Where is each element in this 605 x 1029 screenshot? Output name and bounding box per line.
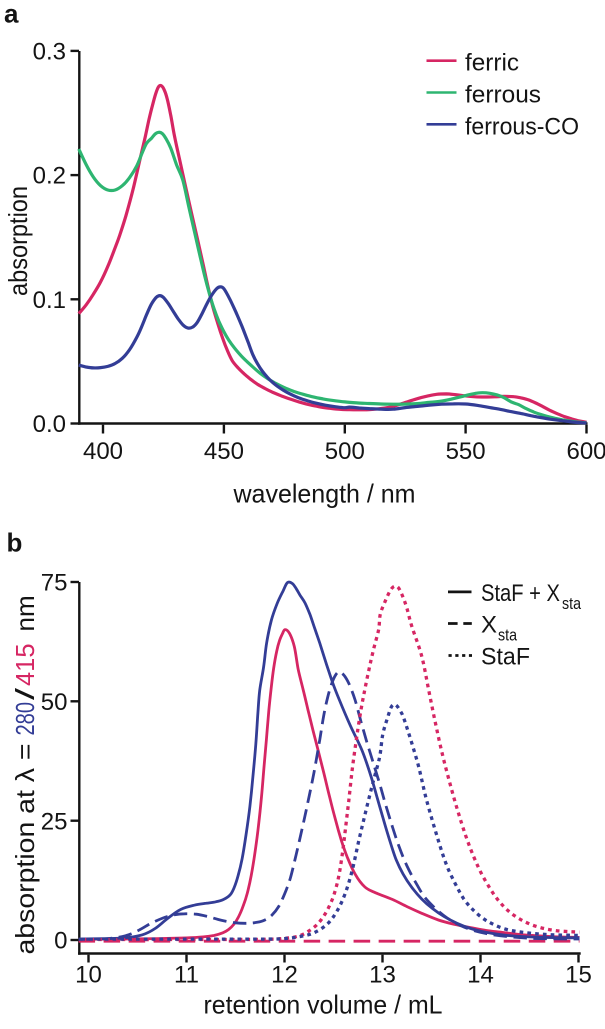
svg-text:StaF: StaF: [481, 644, 530, 671]
svg-text:nm: nm: [10, 595, 40, 631]
svg-text:sta: sta: [498, 626, 517, 645]
svg-text:0.1: 0.1: [33, 287, 66, 314]
svg-text:ferrous: ferrous: [465, 82, 541, 109]
svg-text:13: 13: [369, 962, 396, 989]
svg-text:11: 11: [174, 962, 199, 989]
svg-text:0.3: 0.3: [33, 39, 66, 66]
svg-text:280: 280: [10, 702, 40, 736]
svg-text:600: 600: [566, 438, 605, 465]
svg-text:400: 400: [83, 438, 123, 465]
svg-text:wavelength / nm: wavelength / nm: [233, 479, 416, 509]
svg-text:/: /: [10, 687, 40, 700]
svg-text:75: 75: [41, 570, 68, 597]
svg-text:0: 0: [54, 928, 67, 955]
svg-text:50: 50: [41, 689, 68, 716]
svg-text:absorption: absorption: [3, 186, 33, 296]
svg-text:X: X: [481, 612, 497, 639]
svg-text:0.0: 0.0: [33, 411, 66, 438]
svg-text:14: 14: [467, 962, 494, 989]
svg-text:25: 25: [41, 808, 68, 835]
svg-text:sta: sta: [562, 594, 581, 613]
svg-text:0.2: 0.2: [33, 163, 66, 190]
svg-text:12: 12: [271, 962, 298, 989]
svg-text:450: 450: [204, 438, 244, 465]
svg-text:500: 500: [325, 438, 365, 465]
svg-text:StaF + X: StaF + X: [481, 580, 560, 607]
svg-text:retention volume / mL: retention volume / mL: [204, 990, 443, 1020]
svg-text:415: 415: [10, 644, 40, 687]
svg-text:absorption at λ =: absorption at λ =: [10, 744, 40, 955]
svg-text:10: 10: [75, 962, 102, 989]
svg-text:ferric: ferric: [465, 50, 519, 77]
svg-text:a: a: [4, 0, 19, 29]
svg-text:ferrous-CO: ferrous-CO: [465, 113, 579, 140]
svg-text:550: 550: [446, 438, 486, 465]
svg-text:15: 15: [565, 962, 592, 989]
svg-text:b: b: [7, 528, 23, 558]
